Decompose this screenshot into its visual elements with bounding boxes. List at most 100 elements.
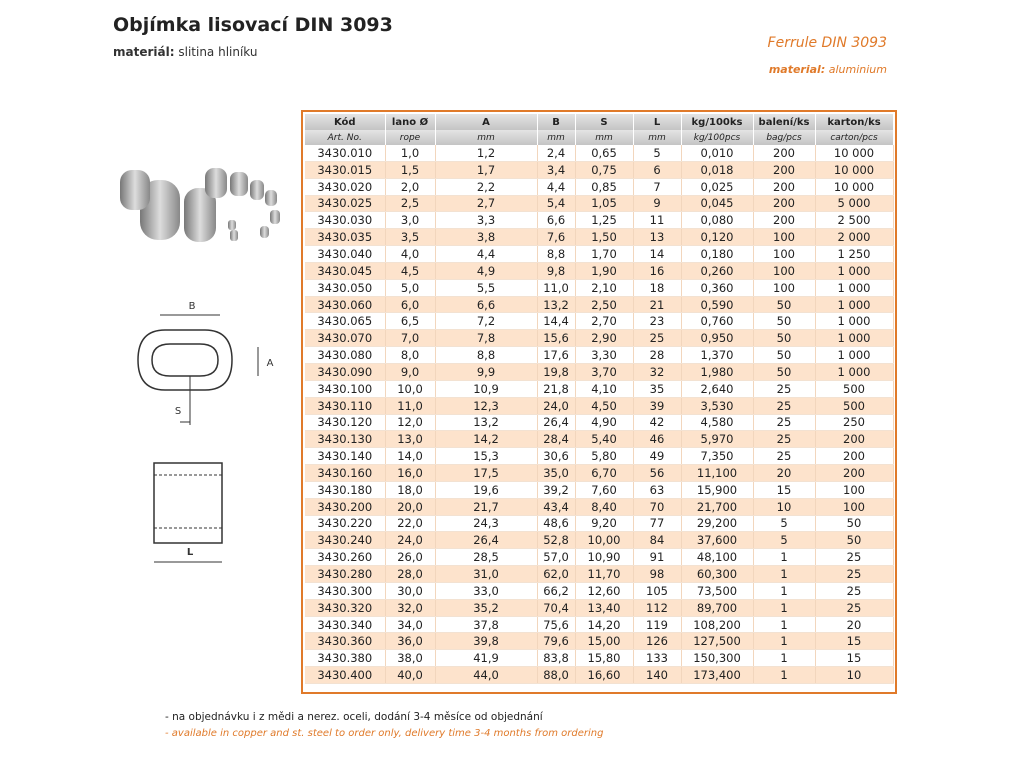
column-header: balení/ks (753, 114, 816, 130)
column-header: Kód (305, 114, 386, 130)
cell: 2,0 (385, 178, 436, 196)
cell: 79,6 (537, 632, 576, 651)
table-row: 3430.260 26,0 28,5 57,0 10,90 91 48,100 1 25 (305, 548, 894, 567)
cell: 3430.120 (305, 414, 386, 432)
table-row: 3430.360 36,0 39,8 79,6 15,00 126 127,500 1 15 (305, 632, 894, 651)
cell: 3430.400 (305, 666, 386, 684)
cell: 3,530 (681, 397, 754, 415)
cell: 1 (753, 599, 816, 617)
cell: 30,6 (537, 447, 576, 466)
table-row: 3430.070 7,0 7,8 15,6 2,90 25 0,950 50 1 000 (305, 329, 894, 348)
cell: 75,6 (537, 616, 576, 634)
cell: 11,70 (575, 565, 634, 583)
cell: 32,0 (385, 599, 436, 617)
cell: 7,0 (385, 329, 436, 348)
cell: 5,970 (681, 430, 754, 449)
cell: 200 (753, 178, 816, 196)
cell: 20 (753, 464, 816, 482)
cell: 0,75 (575, 161, 634, 179)
table-row: 3430.130 13,0 14,2 28,4 5,40 46 5,970 25 200 (305, 430, 894, 449)
cell: 1,0 (385, 145, 436, 162)
table-row: 3430.040 4,0 4,4 8,8 1,70 14 0,180 100 1 250 (305, 245, 894, 263)
column-header: kg/100ks (681, 114, 754, 130)
cell: 4,4 (537, 178, 576, 196)
value: slitina hliníku (178, 45, 258, 59)
cell: 5 000 (815, 195, 894, 213)
table-row: 3430.080 8,0 8,8 17,6 3,30 28 1,370 50 1 000 (305, 346, 894, 364)
cell: 250 (815, 414, 894, 432)
cell: 11,100 (681, 464, 754, 482)
cell: 6,0 (385, 296, 436, 314)
cell: 1,2 (435, 145, 538, 162)
cell: 6,5 (385, 312, 436, 331)
product-photo (120, 168, 280, 242)
cell: 100 (753, 262, 816, 280)
cell: 16,60 (575, 666, 634, 684)
cell: 50 (753, 346, 816, 364)
cell: 4,580 (681, 414, 754, 432)
cell: 35,2 (435, 599, 538, 617)
cell: 1,7 (435, 161, 538, 179)
cell: 10,00 (575, 531, 634, 550)
cell: 2 000 (815, 228, 894, 247)
column-header: L (633, 114, 682, 130)
cell: 1 000 (815, 296, 894, 314)
column-header: S (575, 114, 634, 130)
cell: 10 000 (815, 161, 894, 179)
cell: 15 (815, 632, 894, 651)
cell: 4,9 (435, 262, 538, 280)
cell: 6 (633, 161, 682, 179)
cell: 0,120 (681, 228, 754, 247)
cell: 9,0 (385, 363, 436, 381)
cell: 140 (633, 666, 682, 684)
column-header: karton/ks (815, 114, 894, 130)
table-row: 3430.110 11,0 12,3 24,0 4,50 39 3,530 25 500 (305, 397, 894, 415)
cell: 73,500 (681, 582, 754, 600)
cell: 46 (633, 430, 682, 449)
cell: 3430.030 (305, 211, 386, 230)
cell: 200 (815, 430, 894, 449)
cell: 5 (633, 145, 682, 162)
cell: 57,0 (537, 548, 576, 567)
cell: 70 (633, 498, 682, 516)
cell: 1 (753, 582, 816, 600)
column-subheader: Art. No. (305, 130, 386, 145)
cell: 11 (633, 211, 682, 230)
cell: 2,50 (575, 296, 634, 314)
cell: 200 (753, 211, 816, 230)
table-row: 3430.220 22,0 24,3 48,6 9,20 77 29,200 5 50 (305, 515, 894, 533)
cell: 2,2 (435, 178, 538, 196)
table-row: 3430.025 2,5 2,7 5,4 1,05 9 0,045 200 5 000 (305, 195, 894, 213)
cell: 66,2 (537, 582, 576, 600)
cell: 18,0 (385, 481, 436, 499)
cell: 1 (753, 548, 816, 567)
cell: 26,4 (537, 414, 576, 432)
cell: 26,0 (385, 548, 436, 567)
cell: 7,2 (435, 312, 538, 331)
table-row: 3430.320 32,0 35,2 70,4 13,40 112 89,700 1 25 (305, 599, 894, 617)
table-row: 3430.035 3,5 3,8 7,6 1,50 13 0,120 100 2 000 (305, 228, 894, 247)
cell: 3,70 (575, 363, 634, 381)
cell: 8,8 (537, 245, 576, 263)
cell: 5,80 (575, 447, 634, 466)
cell: 3430.340 (305, 616, 386, 634)
cell: 35,0 (537, 464, 576, 482)
cell: 28,4 (537, 430, 576, 449)
cell: 0,018 (681, 161, 754, 179)
cell: 3430.065 (305, 312, 386, 331)
cell: 0,590 (681, 296, 754, 314)
cell: 70,4 (537, 599, 576, 617)
cell: 10,90 (575, 548, 634, 567)
cell: 25 (753, 430, 816, 449)
cell: 105 (633, 582, 682, 600)
cell: 1,90 (575, 262, 634, 280)
table-row: 3430.300 30,0 33,0 66,2 12,60 105 73,500 1 25 (305, 582, 894, 600)
cell: 52,8 (537, 531, 576, 550)
cell: 5 (753, 515, 816, 533)
cell: 12,60 (575, 582, 634, 600)
cell: 9,20 (575, 515, 634, 533)
cell: 200 (753, 145, 816, 162)
cell: 17,5 (435, 464, 538, 482)
cell: 19,8 (537, 363, 576, 381)
